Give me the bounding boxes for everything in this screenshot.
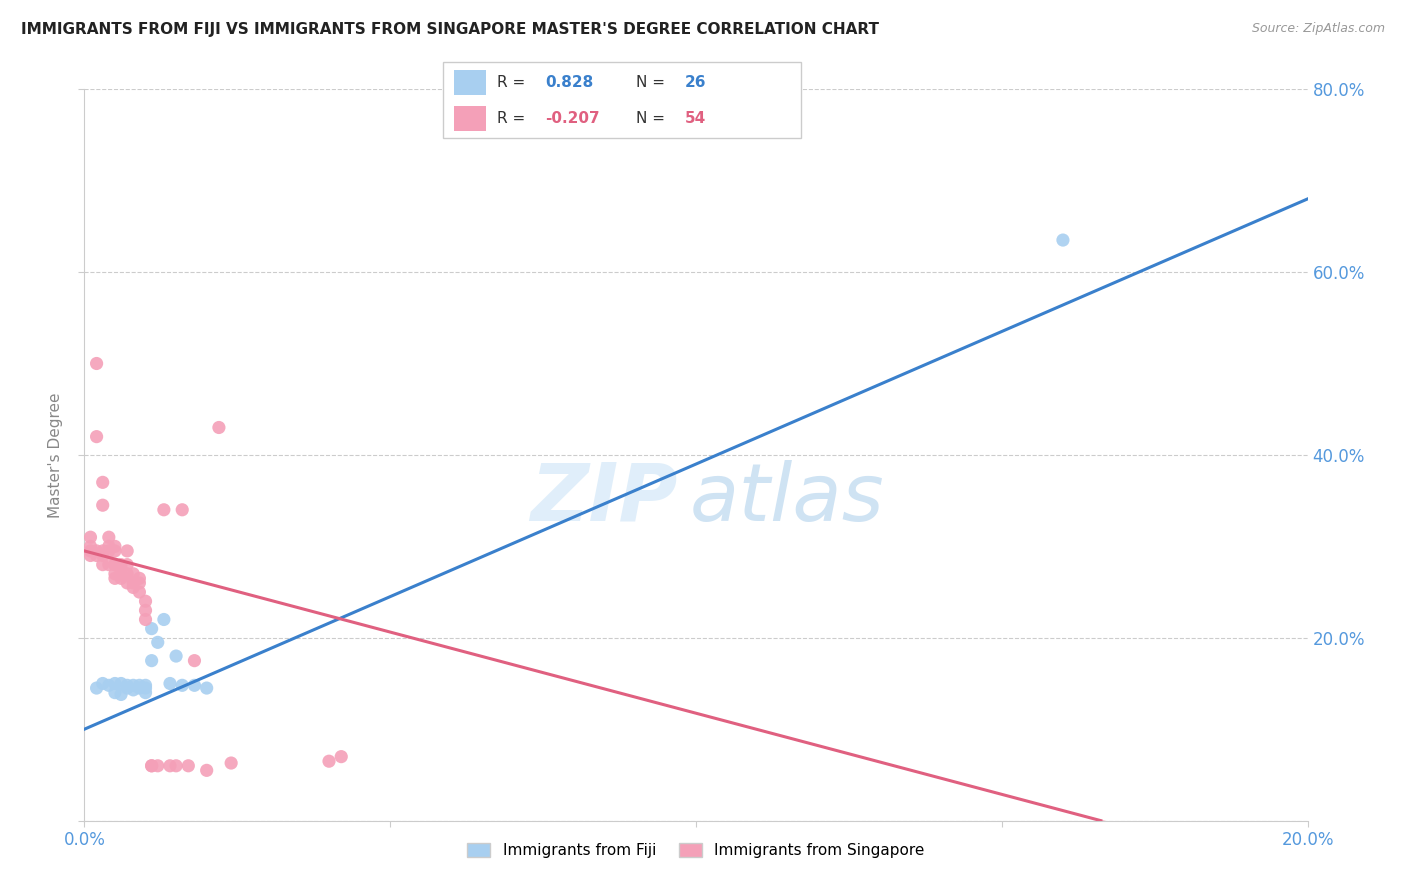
Text: N =: N = — [637, 76, 665, 90]
Point — [219, 756, 242, 770]
FancyBboxPatch shape — [454, 105, 486, 130]
Point — [135, 678, 157, 692]
Point — [195, 681, 218, 695]
Point — [115, 678, 138, 692]
Point — [115, 566, 138, 581]
Point — [141, 758, 163, 772]
Point — [135, 681, 157, 695]
Point — [183, 678, 205, 692]
Point — [208, 420, 231, 434]
Point — [104, 539, 127, 553]
Text: 54: 54 — [685, 111, 706, 126]
Point — [146, 758, 169, 772]
Point — [159, 676, 181, 690]
Text: atlas: atlas — [690, 459, 884, 538]
Point — [195, 764, 218, 778]
Y-axis label: Master's Degree: Master's Degree — [48, 392, 63, 517]
Point — [110, 566, 132, 581]
Point — [122, 566, 145, 581]
Text: -0.207: -0.207 — [546, 111, 600, 126]
Point — [128, 678, 150, 692]
Point — [146, 635, 169, 649]
Text: R =: R = — [496, 111, 524, 126]
Point — [79, 530, 101, 544]
Point — [135, 686, 157, 700]
Point — [128, 585, 150, 599]
Point — [153, 503, 176, 517]
Point — [86, 549, 108, 563]
Point — [141, 654, 163, 668]
Point — [122, 581, 145, 595]
Point — [97, 530, 120, 544]
Point — [86, 430, 108, 444]
Point — [110, 688, 132, 702]
Point — [79, 539, 101, 553]
Text: ZIP: ZIP — [530, 459, 678, 538]
Point — [122, 576, 145, 591]
Point — [128, 681, 150, 695]
Point — [159, 758, 181, 772]
Point — [91, 549, 114, 563]
Point — [141, 758, 163, 772]
Point — [110, 558, 132, 572]
Text: R =: R = — [496, 76, 524, 90]
Point — [318, 754, 340, 768]
Point — [115, 681, 138, 695]
Point — [172, 503, 194, 517]
Point — [165, 649, 187, 664]
Text: IMMIGRANTS FROM FIJI VS IMMIGRANTS FROM SINGAPORE MASTER'S DEGREE CORRELATION CH: IMMIGRANTS FROM FIJI VS IMMIGRANTS FROM … — [21, 22, 879, 37]
Point — [330, 749, 353, 764]
Point — [115, 544, 138, 558]
FancyBboxPatch shape — [454, 70, 486, 95]
Point — [183, 654, 205, 668]
Point — [97, 544, 120, 558]
Text: Source: ZipAtlas.com: Source: ZipAtlas.com — [1251, 22, 1385, 36]
Point — [1052, 233, 1074, 247]
Point — [128, 571, 150, 585]
Point — [122, 678, 145, 692]
Point — [97, 678, 120, 692]
Point — [91, 558, 114, 572]
Point — [79, 544, 101, 558]
Point — [141, 622, 163, 636]
Text: 0.828: 0.828 — [546, 76, 593, 90]
Point — [110, 562, 132, 576]
Point — [104, 544, 127, 558]
Text: N =: N = — [637, 111, 665, 126]
Point — [104, 566, 127, 581]
Point — [115, 576, 138, 591]
Point — [86, 356, 108, 371]
Point — [135, 594, 157, 608]
Point — [110, 571, 132, 585]
Point — [165, 758, 187, 772]
Point — [135, 613, 157, 627]
FancyBboxPatch shape — [443, 62, 801, 138]
Point — [104, 571, 127, 585]
Point — [104, 676, 127, 690]
Point — [91, 498, 114, 512]
Point — [115, 558, 138, 572]
Point — [177, 758, 200, 772]
Point — [110, 676, 132, 690]
Point — [86, 681, 108, 695]
Point — [97, 558, 120, 572]
Point — [104, 558, 127, 572]
Point — [128, 576, 150, 591]
Point — [91, 544, 114, 558]
Point — [172, 678, 194, 692]
Point — [86, 544, 108, 558]
Point — [79, 549, 101, 563]
Point — [91, 475, 114, 490]
Legend: Immigrants from Fiji, Immigrants from Singapore: Immigrants from Fiji, Immigrants from Si… — [461, 837, 931, 864]
Point — [97, 539, 120, 553]
Point — [153, 613, 176, 627]
Point — [122, 682, 145, 697]
Text: 26: 26 — [685, 76, 706, 90]
Point — [91, 676, 114, 690]
Point — [104, 686, 127, 700]
Point — [104, 558, 127, 572]
Point — [135, 603, 157, 617]
